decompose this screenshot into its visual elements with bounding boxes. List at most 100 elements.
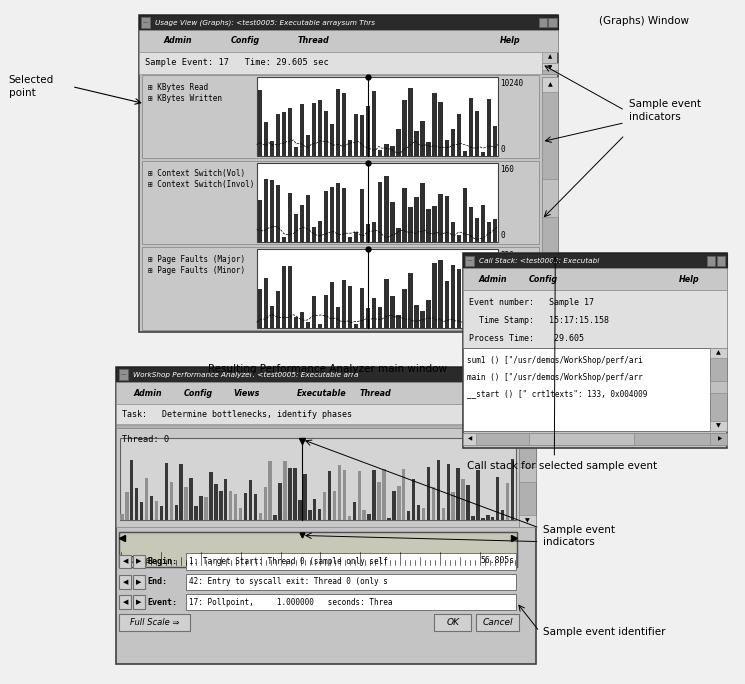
Bar [542,317,558,332]
Text: ⊞ KBytes Read: ⊞ KBytes Read [148,83,208,92]
Bar [432,93,437,155]
Text: ⊞ Page Faults (Minor): ⊞ Page Faults (Minor) [148,266,244,275]
Text: —: — [142,20,148,25]
Bar [360,115,364,155]
Bar [463,432,726,445]
Bar [475,218,479,241]
Bar [299,205,304,241]
Bar [116,367,536,663]
Text: Admin: Admin [133,389,162,397]
Bar [318,508,321,520]
Bar [382,469,386,520]
Bar [392,490,396,520]
Bar [469,319,473,328]
Bar [710,432,726,445]
Bar [519,467,536,482]
Bar [496,477,499,520]
Bar [186,574,516,590]
Text: ▲: ▲ [525,431,530,436]
Bar [432,206,437,241]
Bar [542,63,558,74]
Bar [189,478,193,520]
Bar [378,150,382,155]
Bar [354,232,358,241]
Bar [288,265,292,328]
Bar [469,98,473,155]
Bar [384,279,389,328]
Text: ▶: ▶ [136,558,142,564]
Bar [264,278,268,328]
Bar [463,290,726,348]
Bar [288,468,292,520]
Bar [119,595,131,609]
Text: Full Scale ⇒: Full Scale ⇒ [130,618,180,627]
Bar [372,298,376,328]
Text: 10240: 10240 [500,79,523,88]
Bar [445,280,448,328]
Text: Admin: Admin [164,36,192,45]
Text: Help: Help [499,36,520,45]
Bar [445,196,448,241]
Text: ▼: ▼ [716,423,720,428]
Text: Help: Help [477,389,498,397]
Bar [348,140,352,155]
Bar [426,300,431,328]
Bar [312,296,316,328]
Bar [446,464,450,520]
Bar [119,555,131,568]
Bar [445,140,448,155]
Bar [244,493,247,520]
Bar [486,302,491,328]
Bar [313,499,317,520]
Bar [713,432,726,445]
Bar [120,514,124,520]
Text: Thread: Thread [298,36,330,45]
Bar [417,505,420,520]
Bar [396,228,401,241]
Bar [135,488,139,520]
Bar [186,553,516,570]
Bar [145,477,148,520]
Text: ▼: ▼ [525,518,530,523]
Bar [432,263,437,328]
Bar [288,107,292,155]
Bar [358,471,361,520]
Bar [390,296,395,328]
Bar [125,492,129,520]
Bar [282,112,286,155]
Bar [402,289,407,328]
Bar [476,614,519,631]
Text: Sample Event: 17   Time: 29.605 sec: Sample Event: 17 Time: 29.605 sec [145,58,329,67]
Bar [511,459,514,520]
Bar [312,226,316,241]
Bar [463,300,467,328]
Bar [118,369,127,380]
Bar [431,486,435,520]
Bar [519,515,536,527]
Bar [324,111,329,155]
Bar [186,594,516,610]
Text: ▶: ▶ [717,436,722,441]
Bar [408,274,413,328]
Bar [140,502,143,520]
Bar [219,491,223,520]
Bar [519,428,536,440]
Bar [491,517,495,520]
Bar [116,367,536,382]
Bar [118,532,517,568]
Bar [305,135,310,155]
Bar [324,295,329,328]
Text: 17: Pollpoint,     1.000000   seconds: Threa: 17: Pollpoint, 1.000000 seconds: Threa [189,598,393,607]
Bar [422,508,425,520]
Bar [451,265,455,328]
Bar [463,151,467,155]
Bar [384,176,389,241]
Bar [264,122,268,155]
Text: Config: Config [529,275,558,284]
Bar [116,404,519,425]
Bar [288,193,292,241]
Bar [258,200,262,241]
Bar [330,124,335,155]
Text: Usage View (Graphs): <test0005: Executable arraysum Thrs: Usage View (Graphs): <test0005: Executab… [155,19,375,26]
Bar [420,311,425,328]
